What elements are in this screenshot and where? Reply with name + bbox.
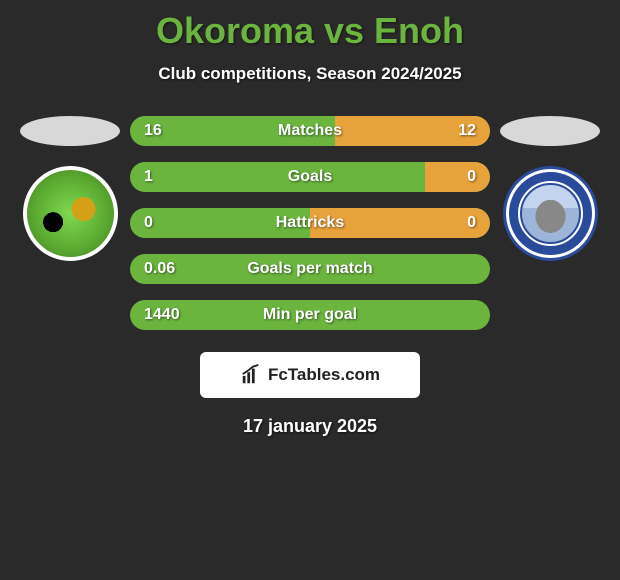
left-club-badge	[23, 166, 118, 261]
stat-left-value: 0.06	[144, 260, 175, 278]
right-player-col	[500, 116, 600, 261]
date-label: 17 january 2025	[0, 416, 620, 437]
comparison-card: Okoroma vs Enoh Club competitions, Seaso…	[0, 0, 620, 437]
stat-right-value: 0	[467, 168, 476, 186]
left-player-avatar	[20, 116, 120, 146]
stat-label: Hattricks	[276, 214, 344, 232]
stat-right-value: 12	[458, 122, 476, 140]
right-player-avatar	[500, 116, 600, 146]
page-title: Okoroma vs Enoh	[0, 10, 620, 52]
stats-column: 16 Matches 12 1 Goals 0 0 Hattricks 0 0.06 Goals p…	[130, 116, 490, 330]
main-row: 16 Matches 12 1 Goals 0 0 Hattricks 0 0.06 Goals p…	[0, 116, 620, 330]
stat-left-value: 0	[144, 214, 153, 232]
left-player-col	[20, 116, 120, 261]
stat-bar: 0 Hattricks 0	[130, 208, 490, 238]
stat-left-value: 1440	[144, 306, 180, 324]
subtitle: Club competitions, Season 2024/2025	[0, 64, 620, 84]
stat-fill-right	[425, 162, 490, 192]
branding-badge[interactable]: FcTables.com	[200, 352, 420, 398]
chart-icon	[240, 364, 262, 386]
right-club-badge	[503, 166, 598, 261]
stat-bar: 0.06 Goals per match	[130, 254, 490, 284]
stat-left-value: 16	[144, 122, 162, 140]
stat-right-value: 0	[467, 214, 476, 232]
stat-bar: 1 Goals 0	[130, 162, 490, 192]
branding-text: FcTables.com	[268, 365, 380, 385]
stat-label: Goals	[288, 168, 332, 186]
stat-label: Goals per match	[247, 260, 372, 278]
stat-bar: 16 Matches 12	[130, 116, 490, 146]
stat-label: Matches	[278, 122, 342, 140]
stat-label: Min per goal	[263, 306, 357, 324]
stat-bar: 1440 Min per goal	[130, 300, 490, 330]
stat-left-value: 1	[144, 168, 153, 186]
